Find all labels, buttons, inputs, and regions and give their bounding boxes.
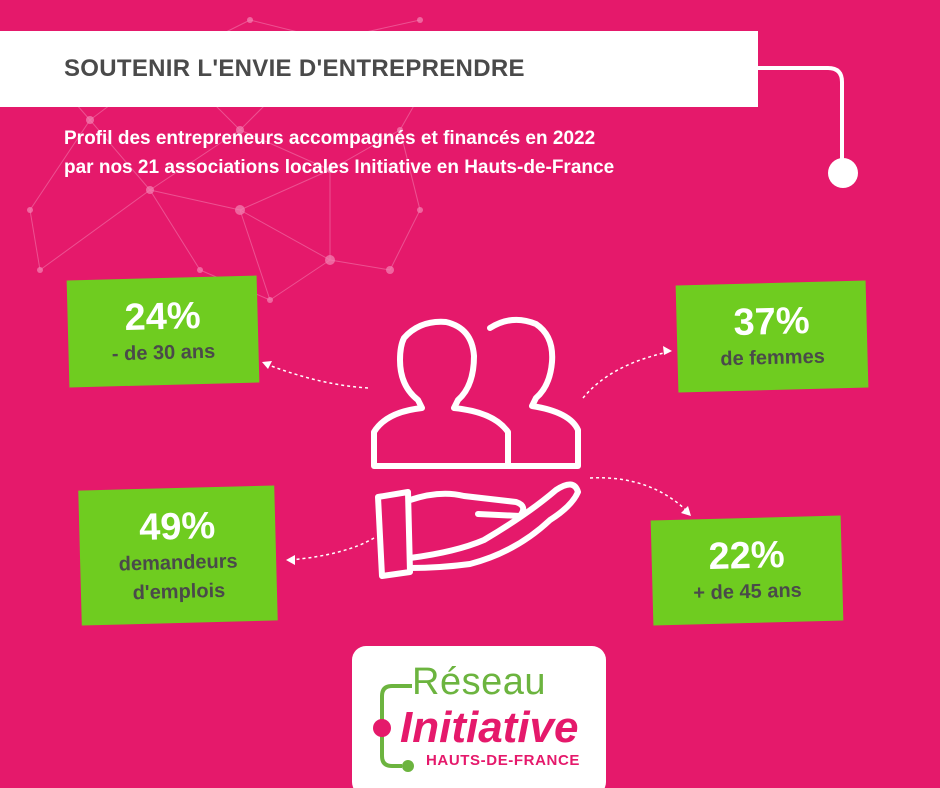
arrow-to-job-seekers [289, 537, 375, 561]
logo-text-initiative: Initiative [400, 703, 579, 752]
connector-dot-icon [828, 158, 858, 188]
subtitle-line-2: par nos 21 associations locales Initiati… [64, 157, 615, 178]
arrow-to-women [582, 351, 669, 399]
logo-connector-icon [373, 684, 414, 772]
people-in-hand-icon [371, 316, 581, 579]
logo-text-region: HAUTS-DE-FRANCE [426, 752, 580, 769]
logo-card: Réseau Initiative HAUTS-DE-FRANCE [352, 646, 606, 788]
subtitle: Profil des entrepreneurs accompagnés et … [64, 124, 724, 182]
header-bar: SOUTENIR L'ENVIE D'ENTREPRENDRE [0, 31, 758, 107]
connector-line [758, 66, 858, 188]
page-title: SOUTENIR L'ENVIE D'ENTREPRENDRE [64, 55, 525, 82]
subtitle-line-1: Profil des entrepreneurs accompagnés et … [64, 128, 596, 149]
arrow-to-over-45 [589, 477, 689, 513]
logo-text-reseau: Réseau [412, 661, 546, 703]
arrow-to-under-30 [265, 363, 369, 389]
